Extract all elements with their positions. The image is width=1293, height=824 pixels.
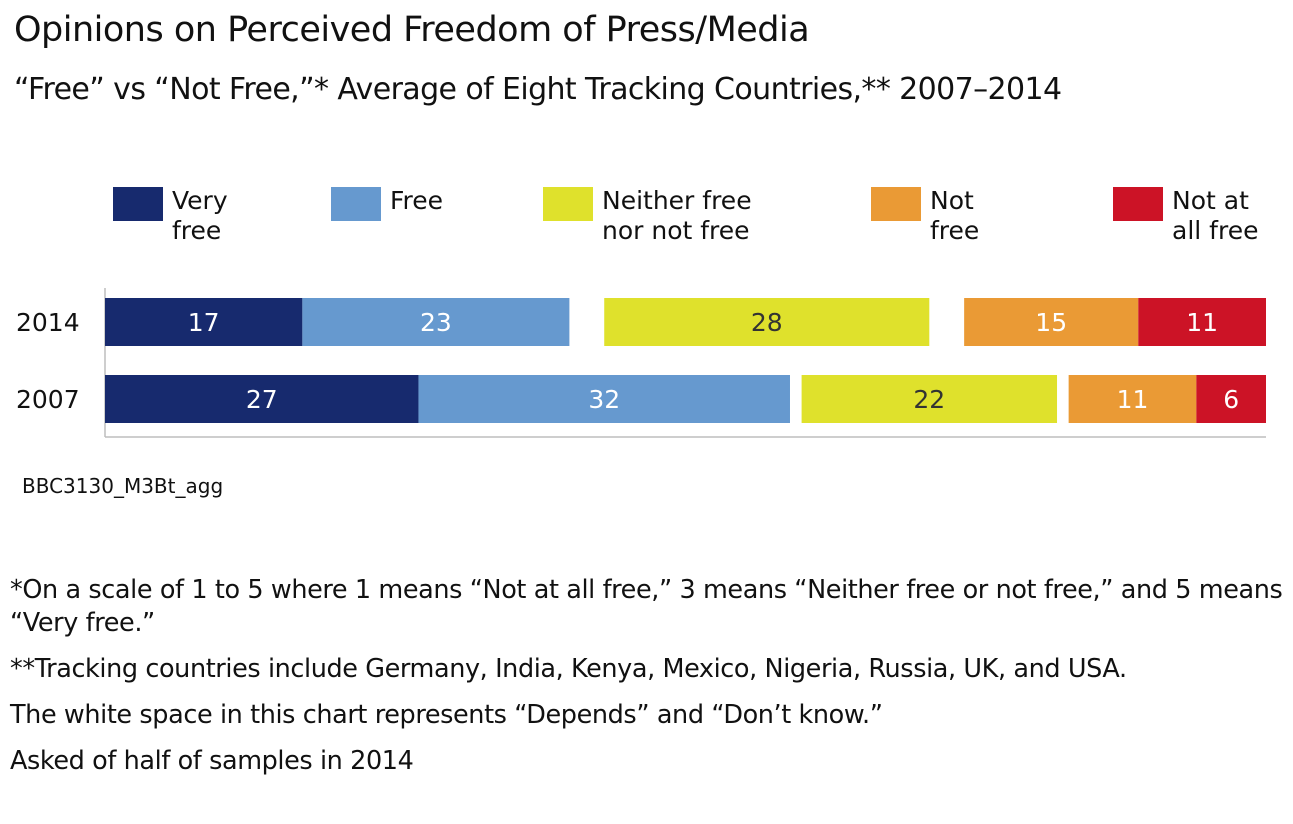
category-label-2007: 2007 bbox=[16, 385, 80, 414]
data-label-not-free-2014: 15 bbox=[1035, 308, 1067, 337]
source-code: BBC3130_M3Bt_agg bbox=[22, 474, 224, 498]
bar-free-2014 bbox=[302, 298, 570, 346]
footnote-scale: *On a scale of 1 to 5 where 1 means “Not… bbox=[10, 575, 1283, 638]
data-label-free-2014: 23 bbox=[420, 308, 452, 337]
bar-free-2007 bbox=[418, 375, 790, 423]
chart-title: Opinions on Perceived Freedom of Press/M… bbox=[14, 10, 810, 50]
legend-label-free: Free bbox=[390, 186, 443, 215]
legend-swatch-not-free bbox=[871, 187, 921, 221]
bar-neither-free-nor-not-free-2014 bbox=[604, 298, 930, 346]
chart-subtitle: “Free” vs “Not Free,”* Average of Eight … bbox=[14, 72, 1062, 107]
legend-label-not-free: free bbox=[930, 216, 979, 245]
data-label-not-at-all-free-2007: 6 bbox=[1223, 385, 1239, 414]
legend-swatch-very-free bbox=[113, 187, 163, 221]
footnotes: *On a scale of 1 to 5 where 1 means “Not… bbox=[10, 574, 1285, 791]
data-label-not-at-all-free-2014: 11 bbox=[1186, 308, 1218, 337]
legend-swatch-free bbox=[331, 187, 381, 221]
data-label-not-free-2007: 11 bbox=[1117, 385, 1149, 414]
bar-not-at-all-free-2007 bbox=[1196, 375, 1266, 423]
bar-not-free-2014 bbox=[964, 298, 1139, 346]
bar-not-free-2007 bbox=[1068, 375, 1197, 423]
bar-area: 2014 17 23 28 15 11 2007 27 32 22 11 6 bbox=[16, 298, 1266, 423]
bar-very-free-2014 bbox=[105, 298, 303, 346]
legend-label-not-at-all-free: all free bbox=[1172, 216, 1258, 245]
legend-label-very-free: Very bbox=[172, 186, 228, 215]
legend-label-not-free: Not bbox=[930, 186, 974, 215]
data-label-very-free-2014: 17 bbox=[188, 308, 220, 337]
footnote-sample: Asked of half of samples in 2014 bbox=[10, 746, 414, 776]
legend-label-very-free: free bbox=[172, 216, 221, 245]
data-label-very-free-2007: 27 bbox=[246, 385, 278, 414]
footnote-countries: **Tracking countries include Germany, In… bbox=[10, 654, 1127, 684]
data-label-neither-free-nor-not-free-2014: 28 bbox=[751, 308, 783, 337]
legend-label-neither-free-nor-not-free: Neither free bbox=[602, 186, 752, 215]
legend-swatch-not-at-all-free bbox=[1113, 187, 1163, 221]
bar-very-free-2007 bbox=[105, 375, 419, 423]
legend-label-not-at-all-free: Not at bbox=[1172, 186, 1249, 215]
bar-neither-free-nor-not-free-2007 bbox=[801, 375, 1058, 423]
legend-swatch-neither-free-nor-not-free bbox=[543, 187, 593, 221]
data-label-free-2007: 32 bbox=[588, 385, 620, 414]
category-label-2014: 2014 bbox=[16, 308, 80, 337]
data-label-neither-free-nor-not-free-2007: 22 bbox=[913, 385, 945, 414]
legend-label-neither-free-nor-not-free: nor not free bbox=[602, 216, 750, 245]
footnote-white-space: The white space in this chart represents… bbox=[10, 700, 883, 730]
bar-not-at-all-free-2014 bbox=[1138, 298, 1266, 346]
